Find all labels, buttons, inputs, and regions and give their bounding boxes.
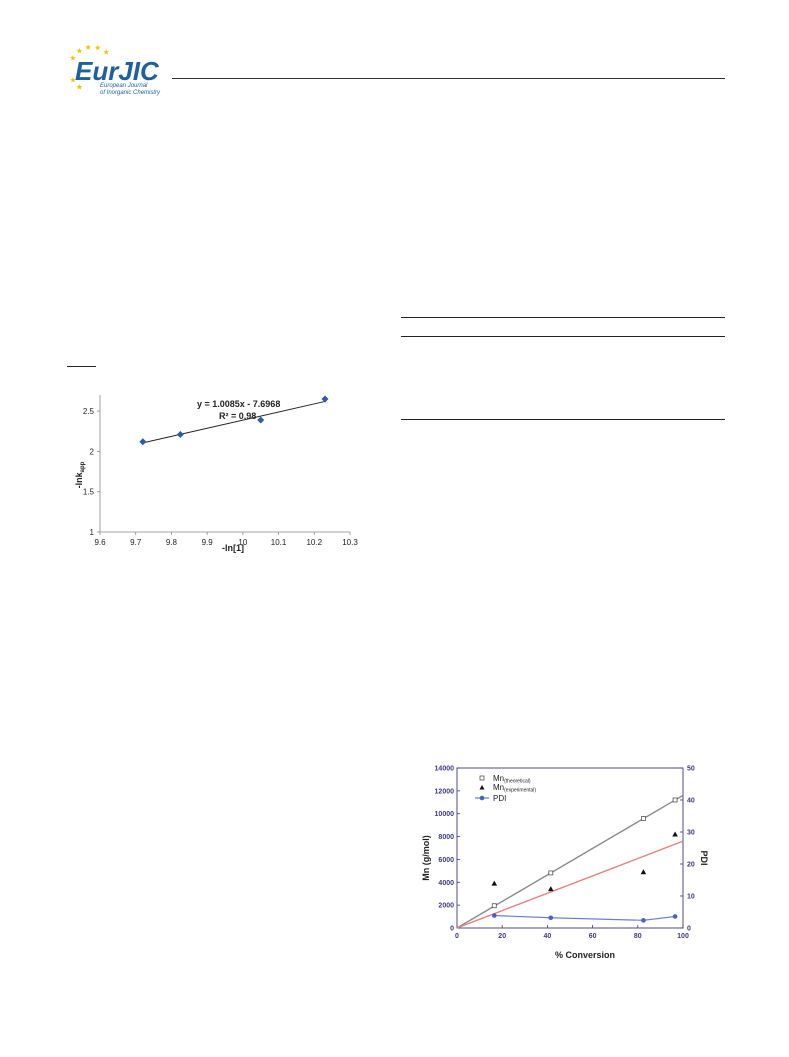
y-tick-label: 4000 <box>438 880 454 887</box>
legend-triangle-marker <box>479 785 485 790</box>
pdi-line <box>494 914 676 921</box>
y2-tick-label: 20 <box>687 862 695 869</box>
y2-tick-label: 40 <box>687 798 695 805</box>
x-tick-label: 9.9 <box>202 538 214 547</box>
r-squared-annotation: R² = 0.98 <box>219 411 256 421</box>
y-tick-label: 2 <box>90 447 95 456</box>
experimental-point <box>640 869 647 875</box>
star-icon <box>85 44 92 50</box>
pdi-point <box>491 913 497 918</box>
data-point <box>257 416 265 424</box>
legend-mn-experimental: Mn(experimental) <box>493 783 536 794</box>
logo-text: EurJIC <box>75 56 160 86</box>
star-icon <box>103 49 109 55</box>
table-top-rule <box>401 317 725 318</box>
x-tick-label: 10.2 <box>306 538 322 547</box>
y-tick-label: 10000 <box>435 811 455 818</box>
y-tick-label: 8000 <box>438 834 454 841</box>
fit-line <box>456 794 684 929</box>
y-tick-label: 1 <box>90 528 95 537</box>
star-icon <box>94 44 101 51</box>
table-bottom-rule <box>401 419 725 420</box>
y2-axis-label: PDI <box>699 850 709 865</box>
mn-points <box>491 797 678 923</box>
plot-frame <box>456 767 684 929</box>
data-point <box>139 438 147 446</box>
star-icon <box>70 55 76 61</box>
y-axis-label: Mn (g/mol) <box>421 835 431 881</box>
y-axis-label: -lnkapp <box>74 461 86 488</box>
y2-tick-label: 50 <box>687 766 695 773</box>
kinetics-chart: 9.6 9.7 9.8 9.9 10 10.1 10.2 10.3 1 1.5 2 2.5 y = 1… <box>74 395 358 553</box>
data-point <box>321 395 329 403</box>
y2-tick-label: 10 <box>687 894 695 901</box>
legend-pdi-marker <box>479 795 485 801</box>
trendline-equation: y = 1.0085x - 7.6968 <box>197 399 280 409</box>
theoretical-point <box>491 903 497 909</box>
mn-legend: Mn(theoretical) Mn(experimental) PDI <box>475 774 536 803</box>
x-axis-label: % Conversion <box>555 950 615 960</box>
x-tick-label: 0 <box>455 933 459 940</box>
y-tick-label: 14000 <box>435 766 455 773</box>
table-header-rule <box>401 336 725 337</box>
kinetics-tick-labels: 9.6 9.7 9.8 9.9 10 10.1 10.2 10.3 1 1.5 2 2.5 <box>83 407 358 547</box>
theoretical-point <box>548 870 554 876</box>
kinetics-points <box>139 395 329 446</box>
pdi-point <box>672 914 678 919</box>
theoretical-point <box>672 797 678 803</box>
y-tick-label: 2.5 <box>83 407 95 416</box>
star-icon <box>76 84 83 90</box>
experimental-point <box>491 880 498 886</box>
logo-stars <box>70 44 109 90</box>
y-tick-label: 6000 <box>438 857 454 864</box>
theoretical-point <box>641 816 646 821</box>
star-icon <box>76 47 83 54</box>
x-axis-label: -ln[1] <box>222 543 244 553</box>
mn-tick-labels: 0 20 40 60 80 1000200040006000800010000120001… <box>435 766 695 941</box>
pdi-point <box>548 915 554 921</box>
y-tick-label: 12000 <box>435 788 455 795</box>
fit-line <box>456 840 684 929</box>
logo-graphic: EurJIC European Journal of Inorganic Che… <box>70 44 161 96</box>
x-tick-label: 20 <box>498 933 506 940</box>
experimental-point <box>672 831 678 837</box>
y2-tick-label: 30 <box>687 830 695 837</box>
mn-conversion-chart: 0 20 40 60 80 1000200040006000800010000120001… <box>421 766 709 961</box>
mn-axes <box>456 767 684 929</box>
star-icon <box>70 77 76 83</box>
data-point <box>176 430 184 438</box>
x-tick-label: 10 <box>238 538 247 547</box>
mn-fit-lines <box>456 794 684 929</box>
x-tick-label: 9.8 <box>166 538 178 547</box>
x-tick-label: 10.1 <box>271 538 287 547</box>
trendline <box>142 400 326 444</box>
x-tick-label: 40 <box>544 933 552 940</box>
logo-subtitle-2: of Inorganic Chemistry <box>100 90 161 96</box>
x-tick-label: 10.3 <box>342 538 358 547</box>
y-tick-label: 1.5 <box>83 488 95 497</box>
legend-pdi: PDI <box>493 794 506 803</box>
x-tick-label: 9.7 <box>130 538 142 547</box>
legend-mn-theoretical: Mn(theoretical) <box>493 774 531 785</box>
header-rule <box>172 78 725 79</box>
logo-subtitle-1: European Journal <box>100 83 148 89</box>
x-tick-label: 100 <box>677 933 689 940</box>
x-tick-label: 60 <box>589 933 597 940</box>
x-tick-label: 80 <box>634 933 642 940</box>
journal-logo: EurJIC European Journal of Inorganic Che… <box>58 44 188 100</box>
legend-square-marker <box>479 775 485 781</box>
x-tick-label: 9.6 <box>94 538 106 547</box>
kinetics-axes <box>97 395 351 535</box>
y-tick-label: 2000 <box>438 903 454 910</box>
experimental-point <box>547 886 554 892</box>
y-tick-label: 0 <box>450 926 454 933</box>
text-rule <box>67 366 96 367</box>
pdi-point <box>641 918 646 923</box>
y2-tick-label: 0 <box>687 926 691 933</box>
